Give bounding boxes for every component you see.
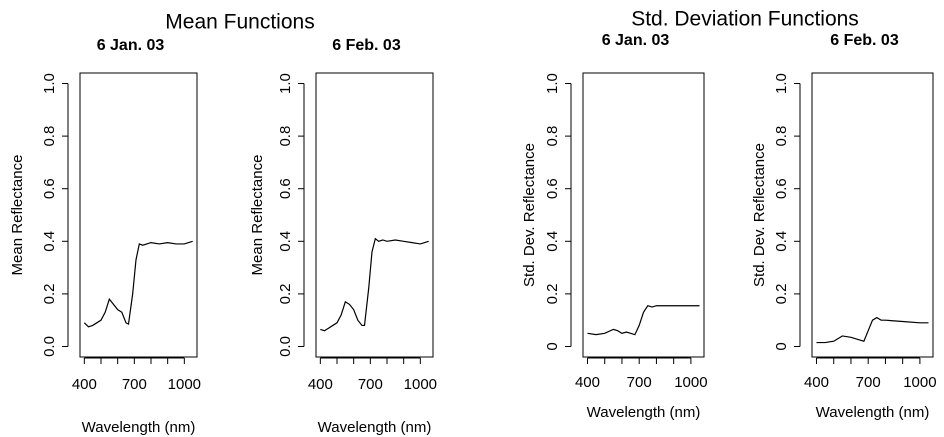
y-tick-label: 0.8 — [773, 126, 790, 147]
plot-box — [79, 72, 198, 358]
plot-box — [811, 72, 934, 358]
x-tick-label: 1000 — [168, 376, 201, 393]
y-tick-label: 0 — [544, 342, 561, 350]
x-axis-label: Wavelength (nm) — [82, 419, 196, 436]
group-title: Mean Functions — [165, 11, 314, 34]
y-tick-label: 0.6 — [41, 178, 58, 199]
y-tick-label: 0.2 — [544, 283, 561, 304]
y-tick-label: 1.0 — [41, 73, 58, 94]
y-tick-label: 0.0 — [41, 336, 58, 357]
y-tick-label: 0.2 — [277, 283, 294, 304]
data-line — [320, 237, 429, 332]
x-tick-label: 400 — [575, 374, 600, 391]
y-tick-label: 0.6 — [277, 178, 294, 199]
x-tick-label: 1000 — [674, 374, 707, 391]
x-axis-label: Wavelength (nm) — [816, 404, 930, 421]
y-tick-label: 0.2 — [41, 283, 58, 304]
y-tick-label: 0.6 — [544, 178, 561, 199]
y-tick-label: 0.6 — [773, 178, 790, 199]
y-tick-label: 0.4 — [41, 231, 58, 252]
y-axis-label: Std. Dev. Reflectance — [751, 143, 768, 287]
x-tick-label: 700 — [358, 376, 383, 393]
x-tick-label: 700 — [856, 374, 881, 391]
x-tick-label: 1000 — [903, 374, 936, 391]
x-axis-label: Wavelength (nm) — [318, 419, 432, 436]
y-tick-label: 0.8 — [277, 126, 294, 147]
x-axis-label: Wavelength (nm) — [587, 404, 701, 421]
y-tick-label: 0.8 — [41, 126, 58, 147]
x-tick-label: 700 — [122, 376, 147, 393]
y-tick-label: 1.0 — [277, 73, 294, 94]
y-tick-label: 0.0 — [277, 336, 294, 357]
chart-title: 6 Feb. 03 — [830, 32, 899, 49]
plot-box — [315, 72, 434, 358]
y-tick-label: 0.8 — [544, 126, 561, 147]
y-axis-label: Std. Dev. Reflectance — [521, 143, 538, 287]
x-tick-label: 400 — [308, 376, 333, 393]
data-line — [816, 316, 929, 344]
y-tick-label: 0 — [773, 342, 790, 350]
data-line — [587, 305, 700, 336]
group-title: Std. Deviation Functions — [631, 8, 859, 31]
x-tick-label: 700 — [627, 374, 652, 391]
data-line — [83, 240, 193, 328]
y-tick-label: 0.4 — [544, 231, 561, 252]
x-tick-label: 400 — [72, 376, 97, 393]
y-tick-label: 0.4 — [773, 231, 790, 252]
x-tick-label: 1000 — [404, 376, 437, 393]
y-tick-label: 1.0 — [773, 73, 790, 94]
chart-title: 6 Feb. 03 — [332, 37, 401, 54]
y-tick-label: 0.2 — [773, 283, 790, 304]
y-axis-label: Mean Reflectance — [9, 155, 26, 276]
y-axis-label: Mean Reflectance — [249, 155, 266, 276]
plot-box — [582, 72, 705, 358]
y-tick-label: 1.0 — [544, 73, 561, 94]
x-tick-label: 400 — [804, 374, 829, 391]
chart-title: 6 Jan. 03 — [602, 32, 670, 49]
chart-title: 6 Jan. 03 — [97, 37, 165, 54]
y-tick-label: 0.4 — [277, 231, 294, 252]
